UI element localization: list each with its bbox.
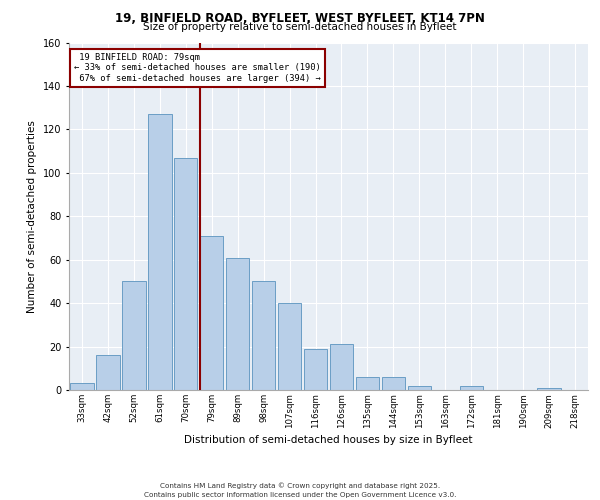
Bar: [252, 282, 275, 390]
Bar: [200, 236, 223, 390]
Bar: [382, 377, 405, 390]
Text: 19, BINFIELD ROAD, BYFLEET, WEST BYFLEET, KT14 7PN: 19, BINFIELD ROAD, BYFLEET, WEST BYFLEET…: [115, 12, 485, 26]
X-axis label: Distribution of semi-detached houses by size in Byfleet: Distribution of semi-detached houses by …: [184, 434, 473, 444]
Text: 19 BINFIELD ROAD: 79sqm
← 33% of semi-detached houses are smaller (190)
 67% of : 19 BINFIELD ROAD: 79sqm ← 33% of semi-de…: [74, 53, 321, 82]
Y-axis label: Number of semi-detached properties: Number of semi-detached properties: [28, 120, 37, 312]
Bar: [407, 386, 431, 390]
Bar: [278, 303, 301, 390]
Bar: [460, 386, 483, 390]
Bar: [538, 388, 561, 390]
Bar: [122, 282, 146, 390]
Text: Contains HM Land Registry data © Crown copyright and database right 2025.
Contai: Contains HM Land Registry data © Crown c…: [144, 482, 456, 498]
Bar: [148, 114, 172, 390]
Bar: [226, 258, 250, 390]
Bar: [70, 384, 94, 390]
Bar: [356, 377, 379, 390]
Bar: [96, 355, 119, 390]
Bar: [304, 348, 327, 390]
Text: Size of property relative to semi-detached houses in Byfleet: Size of property relative to semi-detach…: [143, 22, 457, 32]
Bar: [174, 158, 197, 390]
Bar: [330, 344, 353, 390]
